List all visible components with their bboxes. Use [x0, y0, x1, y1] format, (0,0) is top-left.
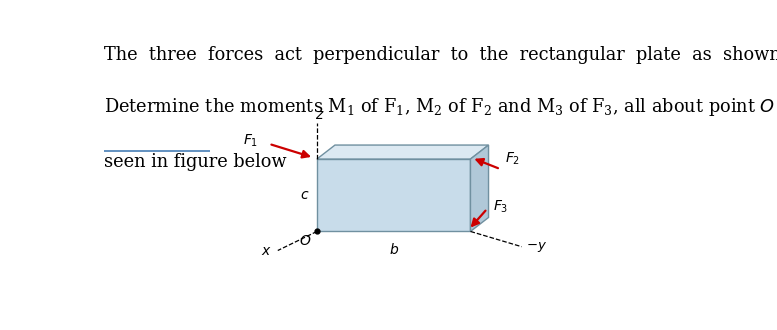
Text: $-y$: $-y$	[527, 240, 548, 254]
Text: Determine the moments $\mathregular{M_1}$ of $\mathregular{F_1}$, $\mathregular{: Determine the moments $\mathregular{M_1}…	[104, 95, 777, 117]
Text: The  three  forces  act  perpendicular  to  the  rectangular  plate  as  shown.: The three forces act perpendicular to th…	[104, 46, 777, 64]
Text: $z$: $z$	[315, 108, 325, 122]
Text: $\mathit{F}_3$: $\mathit{F}_3$	[493, 198, 509, 215]
Polygon shape	[471, 145, 489, 231]
Text: seen in figure below: seen in figure below	[104, 153, 287, 171]
Polygon shape	[317, 159, 471, 231]
Text: $O$: $O$	[298, 234, 311, 248]
Text: $x$: $x$	[261, 244, 272, 257]
Text: $\mathit{F}_1$: $\mathit{F}_1$	[243, 133, 259, 149]
Text: $\mathit{F}_2$: $\mathit{F}_2$	[505, 151, 521, 167]
Text: $b$: $b$	[388, 242, 399, 257]
Polygon shape	[317, 145, 489, 159]
Text: $c$: $c$	[300, 188, 310, 202]
